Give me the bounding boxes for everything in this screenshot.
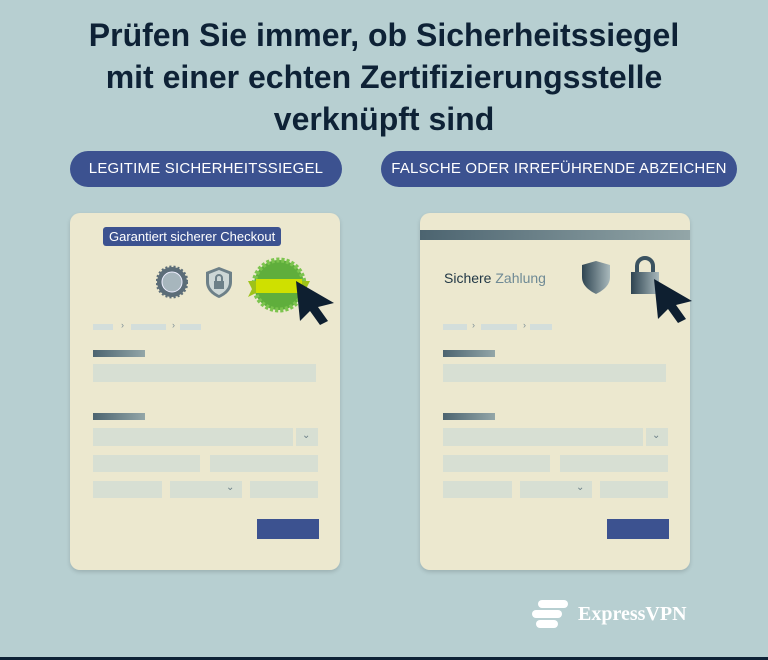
cursor-icon xyxy=(296,281,334,325)
expressvpn-logo-icon xyxy=(532,600,568,628)
select-input[interactable]: ⌄ xyxy=(520,481,592,498)
text-input[interactable] xyxy=(93,364,316,382)
cursor-icon xyxy=(654,279,692,323)
fake-payment-heading: Sichere Zahlung xyxy=(444,270,546,286)
text-input[interactable] xyxy=(443,364,666,382)
chevron-right-icon: › xyxy=(121,320,124,330)
chevron-down-icon: ⌄ xyxy=(576,482,585,493)
breadcrumb-item xyxy=(131,324,166,330)
chevron-right-icon: › xyxy=(172,320,175,330)
tooltip: Garantiert sicherer Checkout xyxy=(103,227,282,246)
fake-badges-label: FALSCHE ODER IRREFÜHRENDE ABZEICHEN xyxy=(381,151,737,187)
text-input[interactable] xyxy=(443,455,550,472)
breadcrumb-item xyxy=(530,324,552,330)
brand-logo: ExpressVPN xyxy=(530,598,687,630)
field-label xyxy=(93,350,145,357)
page-title: Prüfen Sie immer, ob Sicherheitssiegel m… xyxy=(0,14,768,140)
text-input[interactable] xyxy=(93,455,200,472)
brand-name: ExpressVPN xyxy=(578,602,687,625)
text-input[interactable] xyxy=(560,455,668,472)
breadcrumb-item xyxy=(443,324,467,330)
select-input[interactable] xyxy=(93,428,293,446)
breadcrumb-item xyxy=(481,324,517,330)
text-input[interactable] xyxy=(93,481,162,498)
chevron-down-icon: ⌄ xyxy=(302,430,311,441)
breadcrumb-item xyxy=(93,324,113,330)
field-label xyxy=(93,413,145,420)
verified-seal-icon[interactable] xyxy=(246,255,312,315)
bottom-rule xyxy=(0,657,768,660)
select-input[interactable] xyxy=(443,428,643,446)
header-bar xyxy=(420,230,690,240)
legit-seals-label: LEGITIME SICHERHEITSSIEGEL xyxy=(70,151,342,187)
shield-lock-icon xyxy=(206,267,232,298)
breadcrumb-item xyxy=(180,324,201,330)
chevron-right-icon: › xyxy=(472,320,475,330)
seal-badge-icon xyxy=(156,265,188,299)
text-input[interactable] xyxy=(443,481,512,498)
legit-checkout-card: Garantiert sicherer Checkout › › ⌄ ⌄ xyxy=(70,213,340,570)
text-input[interactable] xyxy=(600,481,668,498)
title-line: Prüfen Sie immer, ob Sicherheitssiegel xyxy=(88,17,680,53)
title-line: mit einer echten Zertifizierungsstelle xyxy=(105,59,663,95)
field-label xyxy=(443,350,495,357)
submit-button[interactable] xyxy=(257,519,319,539)
shield-icon xyxy=(582,261,610,294)
text-input[interactable] xyxy=(250,481,318,498)
chevron-down-icon: ⌄ xyxy=(652,430,661,441)
chevron-down-icon: ⌄ xyxy=(226,482,235,493)
submit-button[interactable] xyxy=(607,519,669,539)
select-input[interactable]: ⌄ xyxy=(170,481,242,498)
padlock-icon xyxy=(631,256,659,294)
title-line: verknüpft sind xyxy=(273,101,495,137)
field-label xyxy=(443,413,495,420)
select-toggle[interactable]: ⌄ xyxy=(296,428,318,446)
select-toggle[interactable]: ⌄ xyxy=(646,428,668,446)
fake-checkout-card: Sichere Zahlung › › ⌄ ⌄ xyxy=(420,213,692,570)
chevron-right-icon: › xyxy=(523,320,526,330)
text-input[interactable] xyxy=(210,455,318,472)
